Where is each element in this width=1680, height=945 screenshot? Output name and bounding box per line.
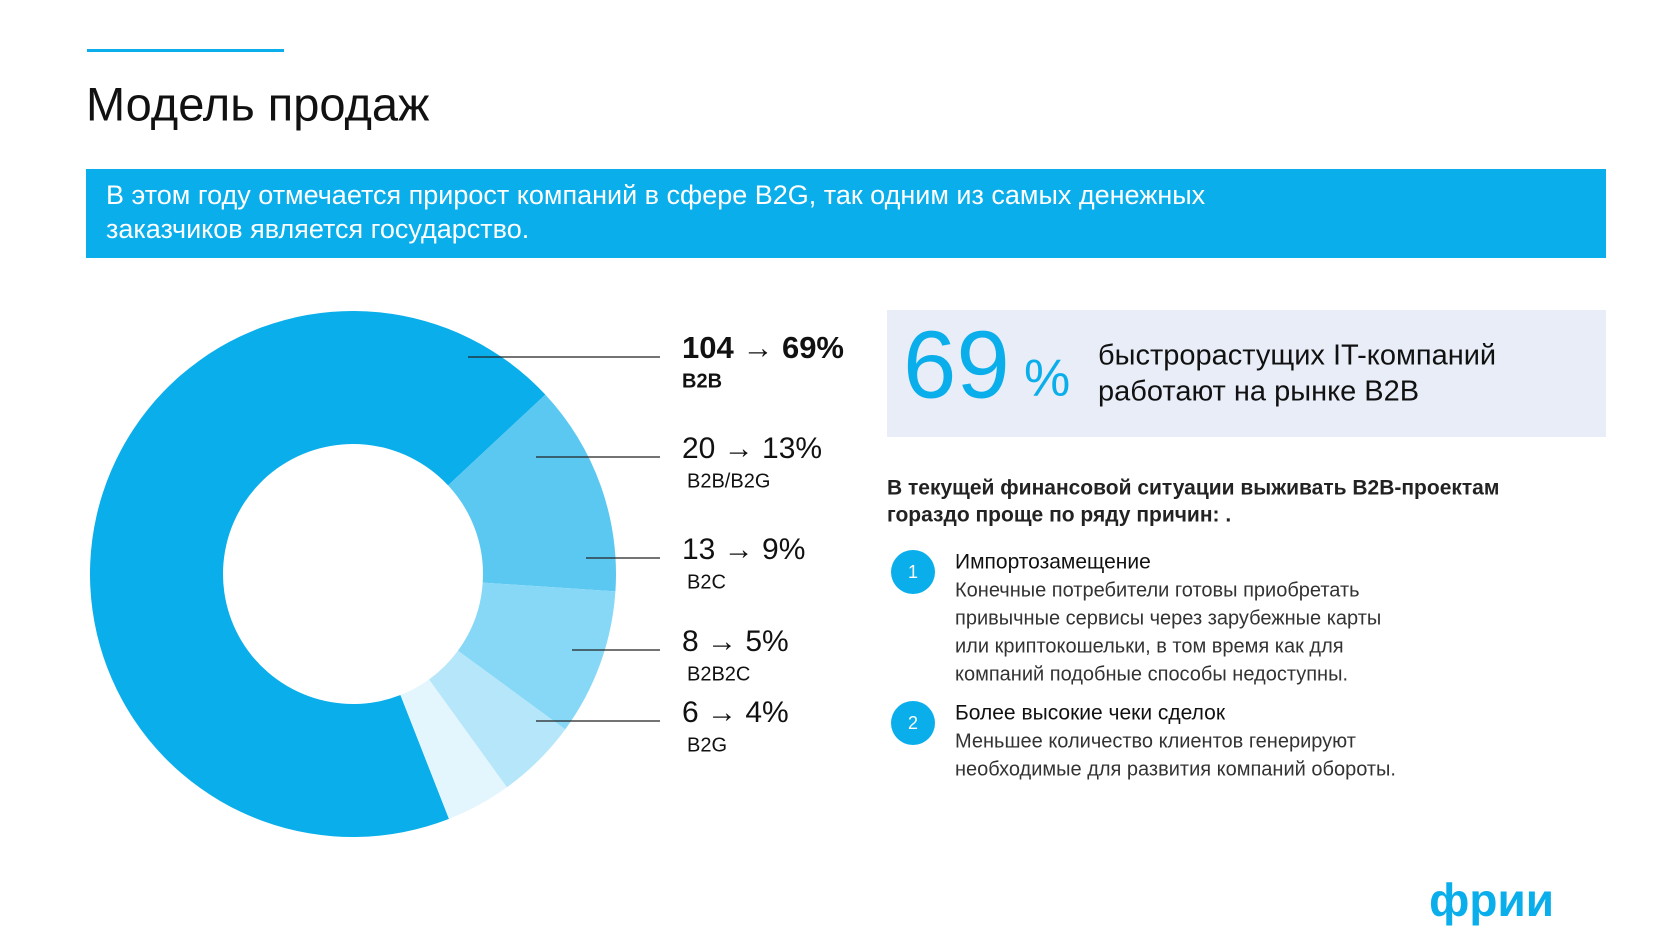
value-label: 104 → 69%	[682, 330, 844, 365]
item-text: Конечные потребители готовы приобретать	[955, 579, 1360, 601]
donut-slice	[448, 394, 616, 592]
category-label: B2B	[682, 370, 722, 392]
logo: фрии	[1429, 874, 1554, 926]
stat-text: быстрорастущих IT-компаний	[1098, 340, 1496, 372]
banner	[86, 169, 1606, 258]
stat-box	[887, 310, 1606, 437]
banner-text: заказчиков является государство.	[106, 214, 529, 244]
item-number: 1	[908, 562, 918, 582]
stat-number: 69	[903, 311, 1010, 418]
item-text: привычные сервисы через зарубежные карты	[955, 607, 1381, 629]
category-label: B2B2C	[687, 663, 750, 685]
intro-text: гораздо проще по ряду причин: .	[887, 504, 1231, 527]
donut-slice	[90, 310, 546, 837]
value-label: 13 → 9%	[682, 533, 805, 566]
intro-text: В текущей финансовой ситуации выживать B…	[887, 477, 1499, 500]
donut-slice	[457, 582, 616, 730]
value-label: 6 → 4%	[682, 696, 789, 729]
item-badge	[891, 550, 935, 594]
item-badge	[891, 701, 935, 745]
accent-line	[87, 49, 284, 52]
category-label: B2C	[687, 571, 726, 593]
stat-unit: %	[1024, 350, 1070, 408]
banner-text: В этом году отмечается прирост компаний …	[106, 180, 1206, 210]
category-label: B2G	[687, 734, 727, 756]
category-label: B2B/B2G	[687, 470, 770, 492]
donut-slice	[400, 679, 507, 819]
item-heading: Более высокие чеки сделок	[955, 702, 1226, 725]
item-text: компаний подобные способы недоступны.	[955, 663, 1348, 685]
item-text: необходимые для развития компаний оборот…	[955, 758, 1396, 780]
value-label: 20 → 13%	[682, 432, 822, 465]
stat-text: работают на рынке B2B	[1098, 376, 1419, 408]
item-text: или криптокошельки, в том время как для	[955, 635, 1344, 657]
item-number: 2	[908, 713, 918, 733]
title: Модель продаж	[86, 77, 430, 130]
item-heading: Импортозамещение	[955, 551, 1151, 574]
item-text: Меньшее количество клиентов генерируют	[955, 730, 1356, 752]
value-label: 8 → 5%	[682, 625, 789, 658]
donut-slice	[429, 650, 566, 788]
